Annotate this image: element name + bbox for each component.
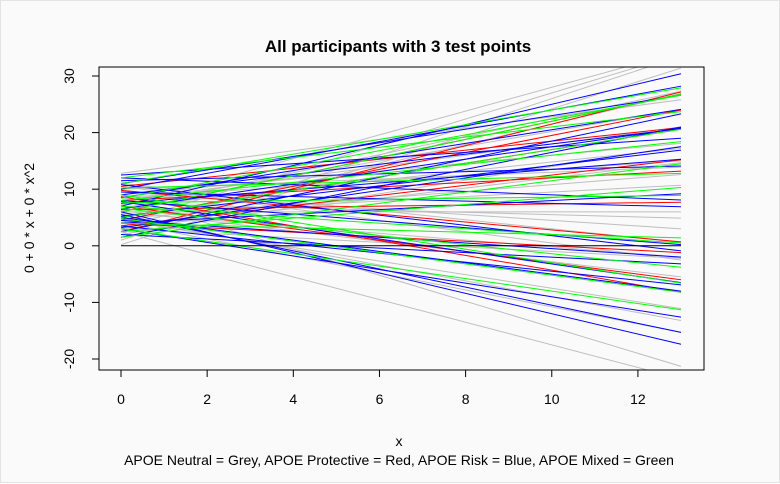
series-line — [120, 221, 682, 333]
x-tick-label: 4 — [289, 391, 297, 407]
x-tick-label: 12 — [630, 391, 646, 407]
y-axis: -20 -10 0 10 20 30 — [61, 68, 100, 369]
chart-title: All participants with 3 test points — [265, 37, 531, 56]
x-axis-title: x — [396, 433, 403, 449]
series-line — [120, 111, 682, 179]
y-tick-label: 10 — [61, 181, 77, 197]
series-lines — [120, 67, 682, 370]
series-line — [120, 219, 682, 310]
x-tick-label: 8 — [462, 391, 470, 407]
series-line — [120, 194, 682, 284]
x-tick-label: 6 — [376, 391, 384, 407]
series-line — [120, 201, 682, 284]
series-line — [120, 217, 682, 292]
series-line — [120, 207, 682, 268]
series-line — [120, 126, 682, 238]
series-line — [120, 87, 682, 185]
series-line — [120, 210, 682, 278]
series-line — [120, 128, 682, 218]
y-tick-label: 0 — [61, 242, 77, 250]
x-tick-label: 0 — [117, 391, 125, 407]
series-line — [120, 228, 682, 311]
y-tick-label: 30 — [61, 68, 77, 84]
series-line — [120, 183, 682, 243]
series-line — [120, 93, 682, 213]
series-line — [120, 212, 682, 258]
series-line — [120, 184, 682, 252]
x-tick-label: 2 — [203, 391, 211, 407]
series-line — [120, 147, 682, 208]
series-line — [120, 205, 682, 244]
series-line — [120, 128, 682, 196]
series-line — [120, 233, 682, 265]
color-key-caption: APOE Neutral = Grey, APOE Protective = R… — [124, 452, 674, 468]
series-line — [120, 67, 628, 207]
x-axis: 0 2 4 6 8 10 12 — [117, 369, 646, 407]
series-line — [120, 187, 682, 233]
series-line — [120, 228, 682, 318]
series-line — [120, 189, 682, 243]
series-line — [120, 94, 682, 199]
x-tick-label: 10 — [544, 391, 560, 407]
y-tick-label: -20 — [61, 349, 77, 369]
y-tick-label: 20 — [61, 125, 77, 141]
y-tick-label: -10 — [61, 292, 77, 312]
series-line — [120, 163, 682, 238]
series-line — [120, 141, 682, 202]
series-line — [120, 146, 682, 229]
y-axis-title: 0 + 0 * x + 0 * x^2 — [21, 163, 37, 273]
series-line — [120, 222, 682, 239]
series-line — [120, 231, 650, 370]
series-line — [120, 214, 682, 333]
series-line — [120, 108, 682, 199]
series-line — [120, 218, 682, 293]
series-line — [120, 173, 682, 220]
series-line — [120, 149, 682, 217]
series-line — [120, 194, 682, 204]
